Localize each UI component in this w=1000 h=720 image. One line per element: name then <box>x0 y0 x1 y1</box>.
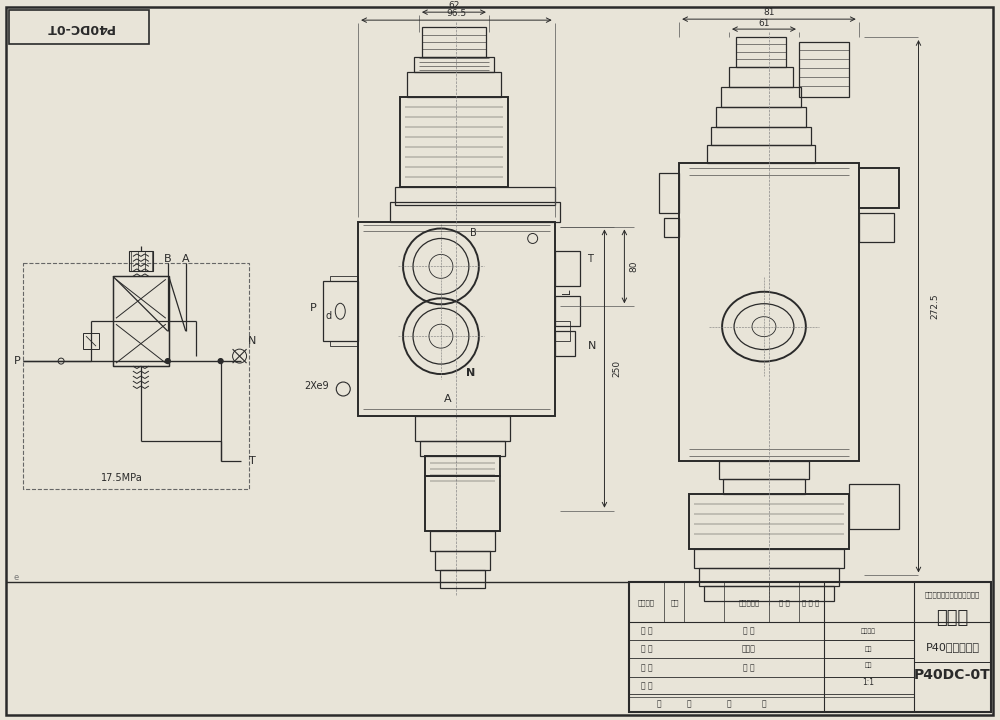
Bar <box>330 276 358 282</box>
Bar <box>555 331 575 356</box>
Bar <box>729 67 793 87</box>
Bar <box>9 10 149 44</box>
Bar <box>699 569 839 586</box>
Bar <box>719 461 809 479</box>
Bar <box>664 217 679 238</box>
Bar <box>629 582 991 712</box>
Text: N: N <box>248 336 257 346</box>
Bar <box>23 264 249 489</box>
Bar <box>113 276 169 366</box>
Text: A: A <box>444 394 452 404</box>
Text: 第: 第 <box>727 700 731 708</box>
Bar <box>736 37 786 67</box>
Text: 工 艺: 工 艺 <box>743 627 755 636</box>
Bar <box>414 57 494 72</box>
Text: 分区: 分区 <box>671 599 679 606</box>
Bar <box>555 297 580 326</box>
Text: 数模标记: 数模标记 <box>861 629 876 634</box>
Text: 外形图: 外形图 <box>936 609 969 627</box>
Bar <box>425 456 500 476</box>
Bar <box>711 127 811 145</box>
Text: 年 月 日: 年 月 日 <box>802 599 819 606</box>
Bar <box>659 173 679 212</box>
Text: B: B <box>164 254 172 264</box>
Bar <box>129 251 153 271</box>
Text: 62: 62 <box>448 1 460 9</box>
Text: 80: 80 <box>630 261 639 272</box>
Bar <box>330 341 358 346</box>
Bar <box>323 282 358 341</box>
Bar <box>707 145 815 163</box>
Text: 81: 81 <box>763 8 775 17</box>
Text: P40电磁控制阀: P40电磁控制阀 <box>925 642 979 652</box>
Bar <box>799 42 849 97</box>
Text: N: N <box>466 368 475 378</box>
Text: 96.5: 96.5 <box>446 9 466 18</box>
Text: N: N <box>588 341 597 351</box>
Text: 量 置: 量 置 <box>743 664 755 672</box>
Bar <box>694 549 844 569</box>
Circle shape <box>165 359 170 364</box>
Bar <box>420 441 505 456</box>
Bar <box>689 494 849 549</box>
Text: T: T <box>249 456 256 466</box>
Text: P40DC-0T: P40DC-0T <box>45 21 113 34</box>
Text: L: L <box>562 289 572 294</box>
Text: P: P <box>14 356 21 366</box>
Bar <box>435 551 490 570</box>
Bar <box>440 570 485 588</box>
Bar <box>390 202 560 222</box>
Bar <box>704 586 834 601</box>
Bar <box>113 276 169 321</box>
Text: P40DC-0T: P40DC-0T <box>914 668 991 682</box>
Text: 制 图: 制 图 <box>641 644 652 654</box>
Bar <box>395 186 555 204</box>
Bar <box>859 212 894 243</box>
Text: d: d <box>325 311 331 321</box>
Text: 校 对: 校 对 <box>641 664 652 672</box>
Bar <box>430 531 495 551</box>
Text: 设 计: 设 计 <box>641 627 652 636</box>
Text: 61: 61 <box>758 19 770 27</box>
Bar <box>415 416 510 441</box>
Bar <box>721 87 801 107</box>
Text: 272.5: 272.5 <box>930 294 939 319</box>
Text: 标准化: 标准化 <box>742 644 756 654</box>
Text: 审 批: 审 批 <box>641 682 652 690</box>
Text: 标记处数: 标记处数 <box>638 599 655 606</box>
Bar <box>400 97 508 186</box>
Text: 张: 张 <box>762 700 766 708</box>
Text: 签 名: 签 名 <box>779 599 789 606</box>
Text: 1:1: 1:1 <box>863 678 875 687</box>
Text: 重量: 重量 <box>865 647 872 652</box>
Bar <box>679 163 859 461</box>
Bar <box>358 222 555 416</box>
Text: T: T <box>587 254 592 264</box>
Text: 250: 250 <box>612 360 621 377</box>
Text: 比例: 比例 <box>865 662 872 668</box>
Bar <box>425 476 500 531</box>
Text: 青州肃信丰液压科技有限公司: 青州肃信丰液压科技有限公司 <box>925 591 980 598</box>
Circle shape <box>218 359 223 364</box>
Bar <box>422 27 486 57</box>
Bar <box>555 321 570 341</box>
Bar <box>555 251 580 287</box>
Text: P: P <box>310 303 317 313</box>
Bar <box>407 72 501 97</box>
Bar <box>716 107 806 127</box>
Bar <box>849 484 899 528</box>
Bar <box>83 333 99 349</box>
Bar <box>859 168 899 207</box>
Text: 张: 张 <box>687 700 692 708</box>
Text: 更改文件号: 更改文件号 <box>738 599 760 606</box>
Bar <box>723 479 805 494</box>
Text: B: B <box>470 228 477 238</box>
Text: A: A <box>182 254 190 264</box>
Text: 2Xe9: 2Xe9 <box>304 381 329 391</box>
Text: e: e <box>13 573 19 582</box>
Text: 共: 共 <box>657 700 662 708</box>
Bar <box>113 321 169 366</box>
Text: 17.5MPa: 17.5MPa <box>101 473 143 482</box>
